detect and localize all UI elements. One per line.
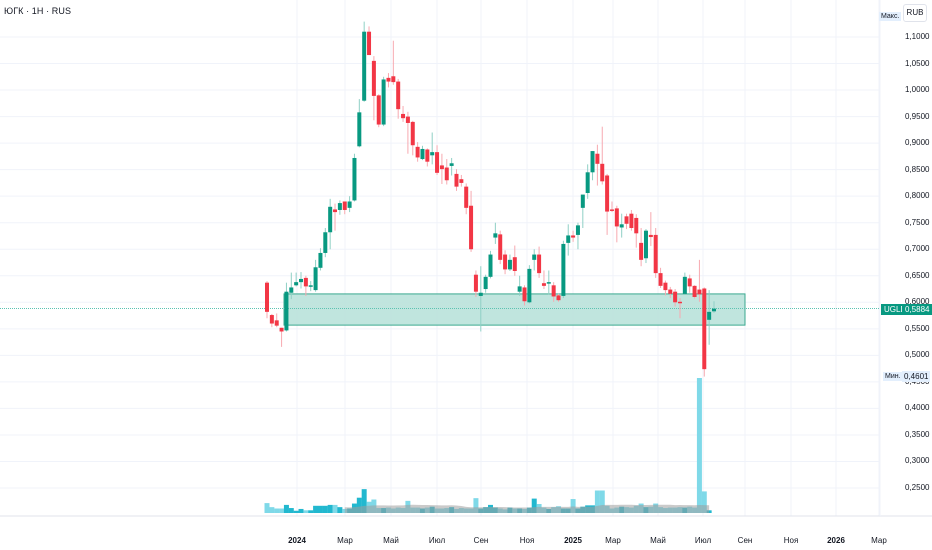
volume-bars — [264, 378, 712, 513]
time-tick-label: Мар — [605, 536, 621, 545]
min-price-value: 0,4601 — [902, 371, 931, 382]
price-tick-label: 1,0500 — [905, 58, 930, 68]
price-tick-label: 0,3500 — [905, 429, 930, 439]
time-tick-label: Ноя — [519, 536, 535, 545]
price-tick-label: 0,9000 — [905, 138, 930, 148]
price-tick-label: 0,6500 — [905, 270, 930, 280]
price-tick-label: 1,1000 — [905, 32, 930, 41]
time-tick-label: Июл — [694, 536, 712, 545]
time-tick-label: Ноя — [783, 536, 799, 545]
candlesticks — [265, 21, 716, 377]
time-tick-label: Май — [383, 536, 399, 545]
time-tick-label: Июл — [428, 536, 446, 545]
price-tick-label: 0,6000 — [905, 297, 930, 307]
price-tick-label: 0,4000 — [905, 403, 930, 413]
currency-button[interactable]: RUB — [903, 4, 927, 22]
price-tick-label: 0,8000 — [905, 191, 930, 201]
time-tick-label: Май — [650, 536, 666, 545]
min-price-label: Мин. — [883, 372, 903, 381]
time-tick-label: 2025 — [564, 536, 582, 545]
price-tick-label: 0,8500 — [905, 164, 930, 174]
price-tick-label: 0,2500 — [905, 483, 930, 492]
price-tick-label: 0,5000 — [905, 350, 930, 360]
time-tick-label: Сен — [473, 536, 489, 545]
last-price-badge: 0,5884 — [902, 304, 932, 315]
price-tick-label: 0,7500 — [905, 217, 930, 227]
price-tick-label: 0,7000 — [905, 244, 930, 254]
price-tick-label: 1,0000 — [905, 85, 930, 95]
time-tick-label: Мар — [337, 536, 353, 545]
time-tick-label: 2026 — [827, 536, 845, 545]
ticker-badge: UGLD — [881, 304, 910, 315]
time-tick-label: Сен — [737, 536, 753, 545]
price-tick-label: 0,9500 — [905, 111, 930, 121]
grid-lines — [0, 0, 880, 516]
price-tick-label: 0,5500 — [905, 323, 930, 333]
volume-moving-average — [344, 504, 710, 513]
time-tick-label: 2024 — [288, 536, 306, 545]
price-tick-label: 0,3000 — [905, 456, 930, 466]
support-zone-rectangle[interactable] — [283, 293, 746, 326]
max-price-label: Макс. — [879, 12, 902, 21]
symbol-title: ЮГК · 1Н · RUS — [4, 6, 72, 16]
time-tick-label: Мар — [871, 536, 887, 545]
